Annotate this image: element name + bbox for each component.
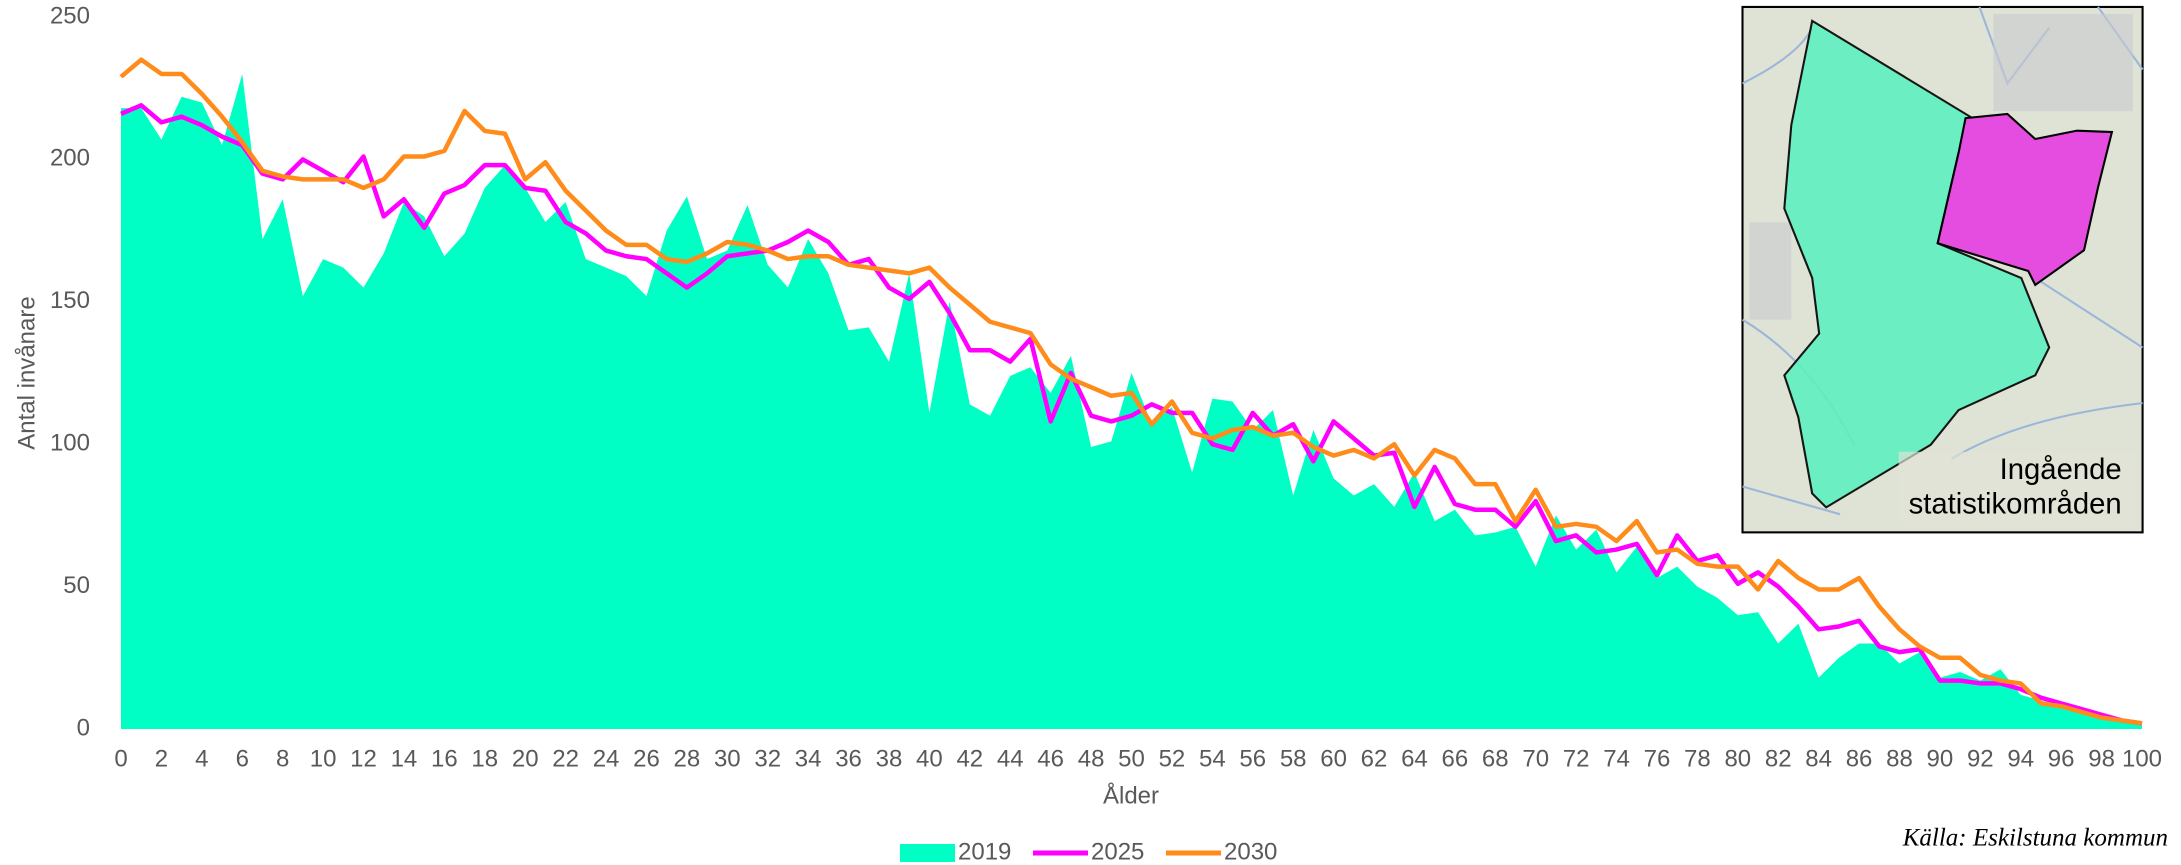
map-urban xyxy=(1749,222,1791,319)
x-tick-label: 12 xyxy=(350,745,377,772)
x-tick-label: 72 xyxy=(1563,745,1590,772)
x-tick-label: 36 xyxy=(835,745,862,772)
x-tick-label: 84 xyxy=(1805,745,1832,772)
x-tick-label: 96 xyxy=(2048,745,2075,772)
x-tick-label: 68 xyxy=(1482,745,1509,772)
y-tick-label: 150 xyxy=(50,287,90,314)
x-tick-label: 4 xyxy=(195,745,208,772)
legend: 2019 2025 2030 xyxy=(900,838,1277,865)
x-tick-label: 56 xyxy=(1239,745,1266,772)
y-tick-label: 250 xyxy=(50,2,90,29)
x-tick-label: 64 xyxy=(1401,745,1428,772)
legend-swatch xyxy=(900,844,955,862)
x-tick-label: 60 xyxy=(1320,745,1347,772)
x-tick-label: 42 xyxy=(956,745,983,772)
y-tick-label: 200 xyxy=(50,145,90,172)
y-tick-label: 50 xyxy=(63,572,90,599)
x-tick-label: 86 xyxy=(1846,745,1873,772)
inset-label: Ingående xyxy=(2000,454,2122,486)
x-tick-label: 62 xyxy=(1361,745,1388,772)
x-tick-label: 70 xyxy=(1522,745,1549,772)
x-tick-label: 0 xyxy=(114,745,127,772)
y-axis-label: Antal invånare xyxy=(13,296,40,449)
page: Antal invånare Ålder Källa: Eskilstuna k… xyxy=(0,0,2181,865)
x-tick-label: 92 xyxy=(1967,745,1994,772)
x-tick-label: 52 xyxy=(1159,745,1186,772)
x-tick-label: 48 xyxy=(1078,745,1105,772)
legend-label: 2019 xyxy=(958,838,1011,865)
x-axis-label: Ålder xyxy=(1103,781,1159,809)
x-tick-label: 40 xyxy=(916,745,943,772)
x-tick-label: 54 xyxy=(1199,745,1226,772)
x-tick-label: 98 xyxy=(2088,745,2115,772)
x-tick-label: 44 xyxy=(997,745,1024,772)
inset-label: statistikområden xyxy=(1909,489,2122,521)
x-tick-label: 76 xyxy=(1644,745,1671,772)
x-tick-label: 94 xyxy=(2007,745,2034,772)
x-tick-label: 32 xyxy=(754,745,781,772)
x-tick-label: 34 xyxy=(795,745,822,772)
x-tick-label: 58 xyxy=(1280,745,1307,772)
x-tick-label: 90 xyxy=(1927,745,1954,772)
x-tick-label: 74 xyxy=(1603,745,1630,772)
x-tick-label: 10 xyxy=(310,745,337,772)
x-tick-label: 6 xyxy=(236,745,249,772)
map-inset: Ingående statistikområden xyxy=(1743,7,2143,532)
x-tick-label: 80 xyxy=(1724,745,1751,772)
x-tick-label: 50 xyxy=(1118,745,1145,772)
x-tick-label: 82 xyxy=(1765,745,1792,772)
x-tick-label: 22 xyxy=(552,745,579,772)
x-tick-label: 78 xyxy=(1684,745,1711,772)
x-tick-label: 14 xyxy=(391,745,418,772)
x-tick-label: 28 xyxy=(674,745,701,772)
x-tick-label: 20 xyxy=(512,745,539,772)
x-tick-label: 46 xyxy=(1037,745,1064,772)
x-tick-label: 2 xyxy=(155,745,168,772)
y-tick-label: 0 xyxy=(77,714,90,741)
x-tick-label: 16 xyxy=(431,745,458,772)
chart: Antal invånare Ålder Källa: Eskilstuna k… xyxy=(0,0,2181,865)
source-note: Källa: Eskilstuna kommun xyxy=(1902,825,2168,852)
x-tick-label: 38 xyxy=(876,745,903,772)
x-tick-label: 88 xyxy=(1886,745,1913,772)
x-tick-label: 30 xyxy=(714,745,741,772)
legend-label: 2025 xyxy=(1091,838,1144,865)
x-tick-label: 8 xyxy=(276,745,289,772)
x-tick-label: 18 xyxy=(471,745,498,772)
x-tick-label: 66 xyxy=(1442,745,1469,772)
y-tick-label: 100 xyxy=(50,430,90,457)
x-tick-label: 24 xyxy=(593,745,620,772)
map-urban xyxy=(1993,14,2132,111)
x-tick-label: 26 xyxy=(633,745,660,772)
x-tick-label: 100 xyxy=(2122,745,2162,772)
legend-label: 2030 xyxy=(1224,838,1277,865)
